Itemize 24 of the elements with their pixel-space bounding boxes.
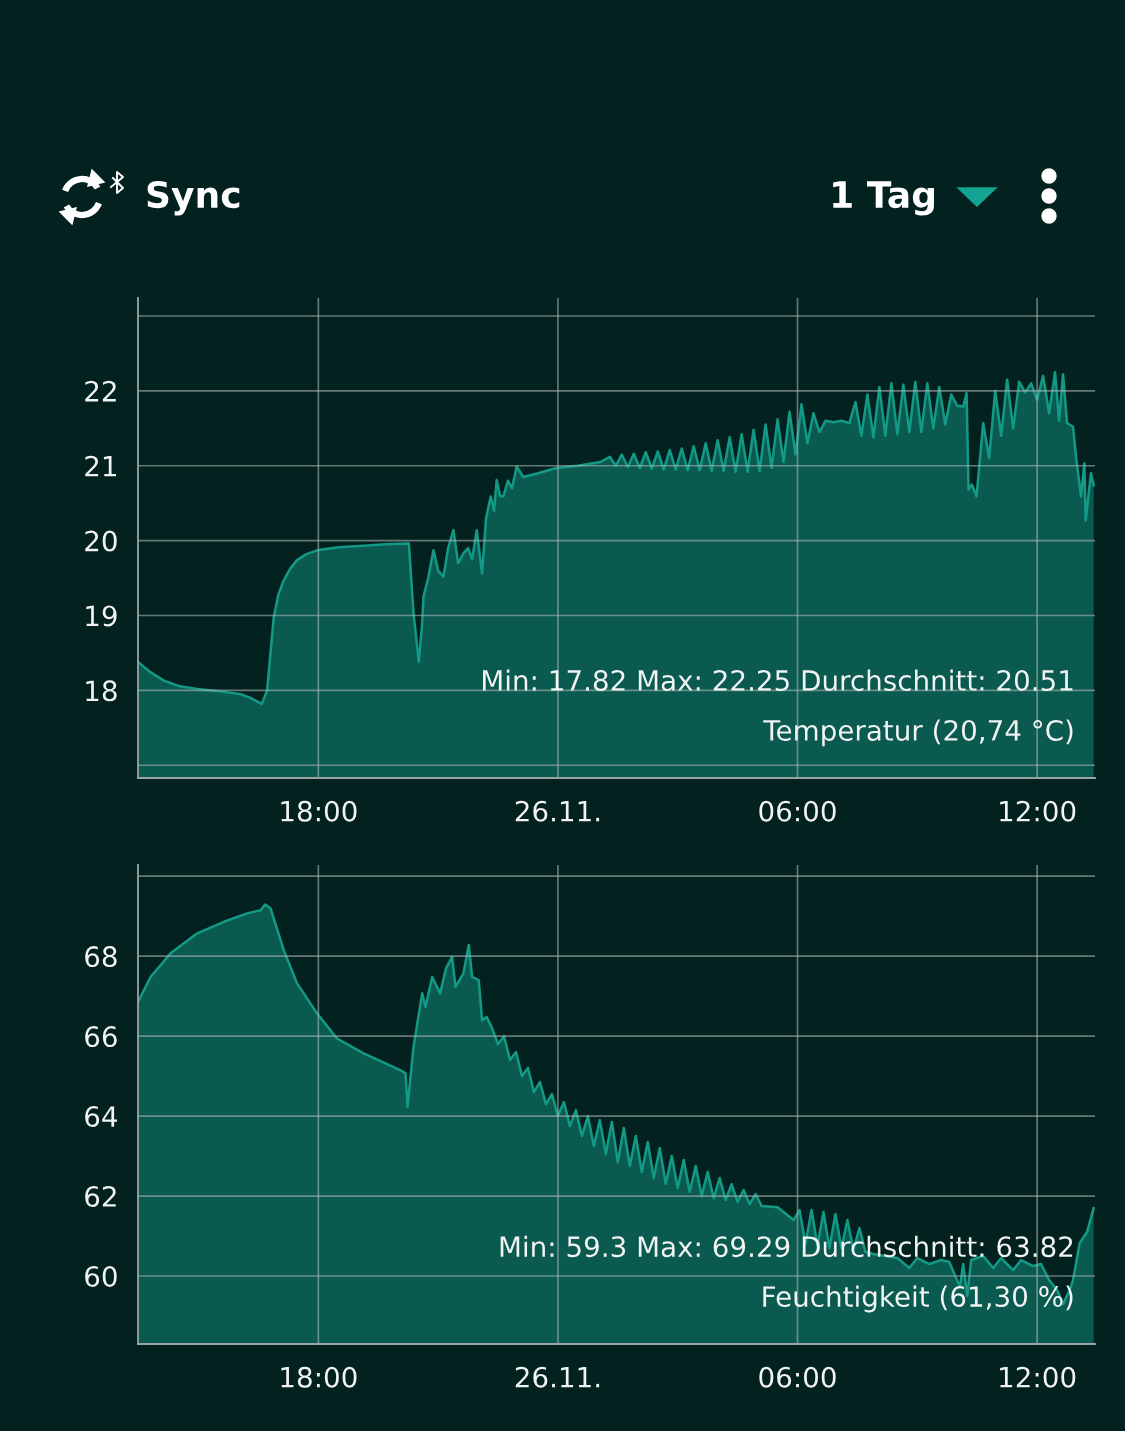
x-tick-label: 06:00 (759, 1366, 836, 1388)
annotation: Min: 17.82 Max: 22.25 Durchschnitt: 20.51 (483, 669, 1073, 692)
y-tick-label: 21 (85, 455, 116, 477)
x-tick-label: 12:00 (1000, 1366, 1076, 1388)
y-tick-label: 22 (85, 380, 116, 402)
y-tick-label: 20 (85, 530, 117, 552)
y-tick-label: 18 (86, 680, 117, 702)
x-tick-label: 06:00 (759, 800, 836, 822)
annotation: Feuchtigkeit (61,30 %) (763, 1285, 1073, 1313)
x-tick-label: 26.11. (515, 800, 600, 822)
y-tick-label: 60 (85, 1265, 117, 1287)
text: 1 Tag (833, 181, 934, 216)
y-tick-label: 62 (85, 1186, 116, 1208)
annotation: Min: 59.3 Max: 69.29 Durchschnitt: 63.82 (500, 1235, 1073, 1258)
y-tick-label: 19 (86, 605, 117, 627)
x-tick-label: 26.11. (515, 1366, 600, 1388)
text: Sync (147, 180, 240, 216)
x-tick-label: 12:00 (1000, 800, 1076, 822)
x-tick-label: 18:00 (281, 800, 357, 822)
y-tick-label: 64 (85, 1106, 117, 1128)
y-tick-label: 68 (85, 946, 117, 968)
annotation: Temperatur (20,74 °C) (763, 719, 1073, 747)
y-tick-label: 66 (85, 1026, 117, 1048)
x-tick-label: 18:00 (281, 1366, 357, 1388)
